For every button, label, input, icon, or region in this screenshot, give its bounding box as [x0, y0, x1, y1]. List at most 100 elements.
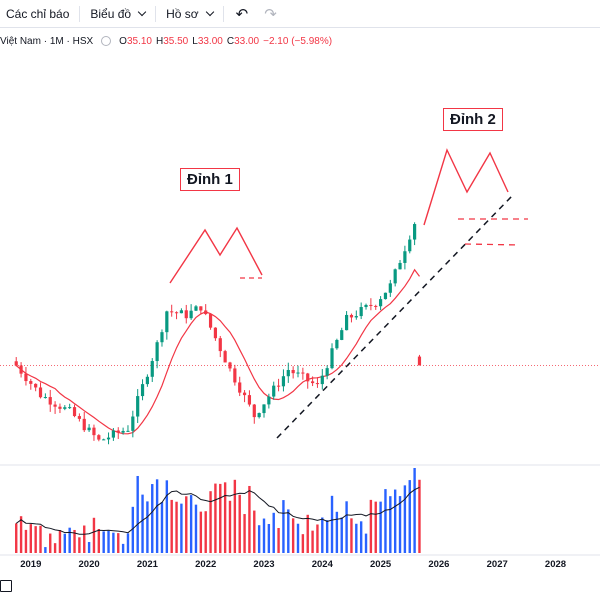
x-tick-label: 2021: [137, 559, 159, 570]
candle-body: [58, 406, 62, 409]
volume-bar: [39, 525, 42, 553]
volume-bar: [374, 501, 377, 553]
volume-bar: [330, 495, 334, 553]
candle-body: [77, 416, 81, 419]
candle-body: [267, 396, 271, 405]
candle-body: [170, 311, 174, 313]
volume-bar: [189, 495, 193, 553]
candle-body: [92, 427, 96, 436]
symbol-label[interactable]: Việt Nam · 1M · HSX: [0, 35, 94, 47]
volume-bar: [384, 489, 387, 553]
candle-body: [281, 376, 286, 387]
calendar-icon[interactable]: [0, 580, 12, 592]
close-value: 33.00: [234, 35, 260, 47]
volume-bar: [53, 543, 57, 553]
x-tick-label: 2020: [79, 559, 100, 570]
candle-body: [344, 314, 349, 331]
target-level: [464, 243, 521, 246]
volume-bar: [155, 479, 159, 553]
volume-bar: [369, 499, 373, 553]
volume-bar: [291, 518, 295, 553]
candle-body: [310, 381, 315, 384]
candle-body: [97, 435, 101, 440]
candle-body: [116, 430, 120, 433]
peak1-callout: Đỉnh 1: [180, 168, 240, 191]
volume-bar: [117, 533, 120, 553]
candle-body: [315, 383, 320, 385]
redo-icon[interactable]: ↷: [264, 5, 277, 23]
candle-body: [87, 427, 91, 431]
candle-body: [296, 372, 300, 374]
visibility-icon[interactable]: [101, 36, 112, 46]
candle-body: [354, 316, 358, 318]
candles-group: [14, 222, 422, 445]
candle-body: [136, 396, 140, 417]
volume-bar: [340, 517, 343, 553]
volume-bar: [49, 533, 52, 553]
undo-icon[interactable]: ↶: [235, 5, 249, 23]
volume-bar: [393, 489, 397, 553]
volume-bar: [325, 520, 329, 553]
volume-bar: [248, 485, 251, 553]
candle-body: [204, 310, 208, 315]
volume-bar: [83, 525, 86, 553]
candle-body: [29, 381, 33, 384]
volume-bar: [15, 523, 18, 553]
x-tick-label: 2019: [20, 559, 41, 570]
volume-bar: [92, 517, 96, 553]
candle-body: [228, 362, 232, 369]
candle-body: [252, 404, 256, 418]
volume-bar: [335, 511, 339, 553]
candle-body: [291, 369, 295, 374]
candle-body: [238, 382, 242, 393]
volume-bar: [73, 529, 76, 553]
candle-body: [359, 307, 363, 317]
candle-body: [223, 351, 227, 363]
low-value: 33.00: [197, 35, 223, 47]
volume-bar: [321, 517, 324, 553]
candle-body: [199, 306, 203, 311]
volume-bar: [301, 534, 305, 553]
volume-bar: [253, 510, 256, 553]
x-tick-label: 2028: [545, 559, 566, 570]
volume-bar: [170, 499, 173, 553]
volume-bar: [223, 482, 227, 553]
candle-body: [257, 413, 261, 418]
candle-body: [276, 385, 281, 387]
candle-body: [383, 292, 388, 300]
volume-bar: [126, 533, 130, 553]
peak1-zigzag: [169, 226, 263, 284]
candle-body: [126, 430, 130, 432]
volume-ma-line: [15, 486, 420, 535]
open-value: 35.10: [126, 35, 152, 47]
moving-average-line: [15, 268, 420, 435]
candle-body: [82, 418, 86, 431]
candle-body: [398, 262, 402, 270]
volume-bar: [364, 533, 368, 553]
volume-bar: [34, 526, 37, 553]
chart-type-button[interactable]: Biểu đồ: [84, 0, 151, 27]
low-label: L: [192, 35, 198, 47]
volume-bar: [359, 521, 363, 553]
volume-bar: [185, 496, 188, 553]
volume-bar: [233, 479, 237, 553]
candle-body: [34, 383, 38, 388]
volume-bar: [306, 514, 309, 553]
ohlc-legend: Việt Nam · 1M · HSX O 35.10 H 35.50 L 33.00…: [0, 33, 336, 49]
candle-body: [38, 387, 43, 398]
volume-bar: [136, 475, 139, 553]
candle-body: [19, 365, 23, 374]
candle-body: [417, 356, 422, 366]
candle-body: [349, 314, 354, 318]
profile-button[interactable]: Hồ sơ: [160, 0, 219, 27]
indicators-button[interactable]: Các chỉ báo: [0, 0, 75, 27]
volume-bar: [97, 528, 101, 553]
volume-bar: [58, 529, 62, 553]
volume-bar: [277, 527, 280, 553]
volume-bar: [355, 523, 358, 553]
candle-body: [43, 397, 47, 399]
volume-bar: [165, 480, 169, 553]
candle-body: [262, 404, 266, 414]
open-label: O: [119, 35, 127, 47]
